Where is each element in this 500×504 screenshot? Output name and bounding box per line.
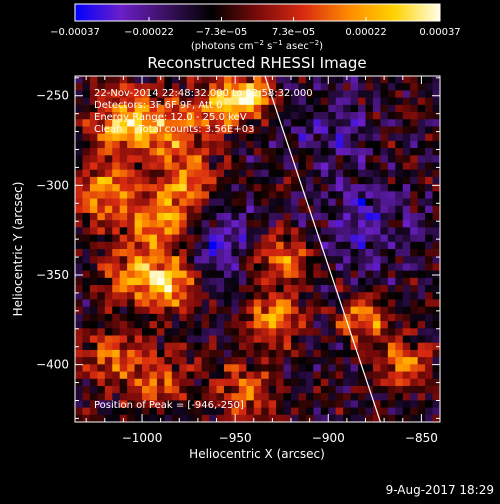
annotation-detectors: Detectors: 3F 6F 9F, Att 0 (94, 100, 222, 111)
annotation-time-range: 22-Nov-2014 22:48:32.000 to 22:58:32.000 (94, 88, 313, 99)
colorbar-tick-label: −0.00022 (124, 27, 174, 38)
y-axis-label: Heliocentric Y (arcsec) (11, 182, 25, 317)
colorbar-tick-label: 0.00037 (419, 27, 460, 38)
peak-position-label: Position of Peak = [-946,-250] (94, 400, 244, 411)
heatmap-image (75, 76, 440, 422)
colorbar-tick-label: −7.3e−05 (196, 27, 248, 38)
x-tick-label: −850 (405, 431, 438, 445)
colorbar-tick-label: 0.00022 (345, 27, 386, 38)
solar-limb-line (264, 76, 381, 422)
y-axis: −250 −300 −350 −400 (36, 77, 440, 419)
x-tick-label: −900 (312, 431, 345, 445)
colorbar-tick-label: −0.00037 (50, 27, 100, 38)
colorbar (74, 3, 441, 22)
y-tick-label: −250 (36, 89, 69, 103)
y-tick-label: −350 (36, 268, 69, 282)
annotation-energy-range: Energy Range: 12.0 - 25.0 keV (94, 112, 247, 123)
annotation-clean-counts: Clean Total counts: 3.56E+03 (94, 124, 254, 135)
colorbar-ticks: −0.00037 −0.00022 −7.3e−05 7.3e−05 0.00022 0.… (50, 17, 461, 38)
x-axis: −1000 −950 −900 −850 (85, 76, 441, 445)
colorbar-units: (photons cm−2 s−1 asec−2) (191, 39, 323, 52)
x-tick-label: −1000 (122, 431, 163, 445)
chart-title: Reconstructed RHESSI Image (147, 54, 366, 72)
timestamp: 9-Aug-2017 18:29 (386, 483, 494, 497)
y-tick-label: −400 (36, 358, 69, 372)
plot-frame (74, 75, 441, 423)
x-tick-label: −950 (219, 431, 252, 445)
annotation-block: 22-Nov-2014 22:48:32.000 to 22:58:32.000… (94, 88, 313, 135)
x-axis-label: Heliocentric X (arcsec) (189, 447, 325, 461)
y-tick-label: −300 (36, 178, 69, 192)
colorbar-tick-label: 7.3e−05 (272, 27, 315, 38)
